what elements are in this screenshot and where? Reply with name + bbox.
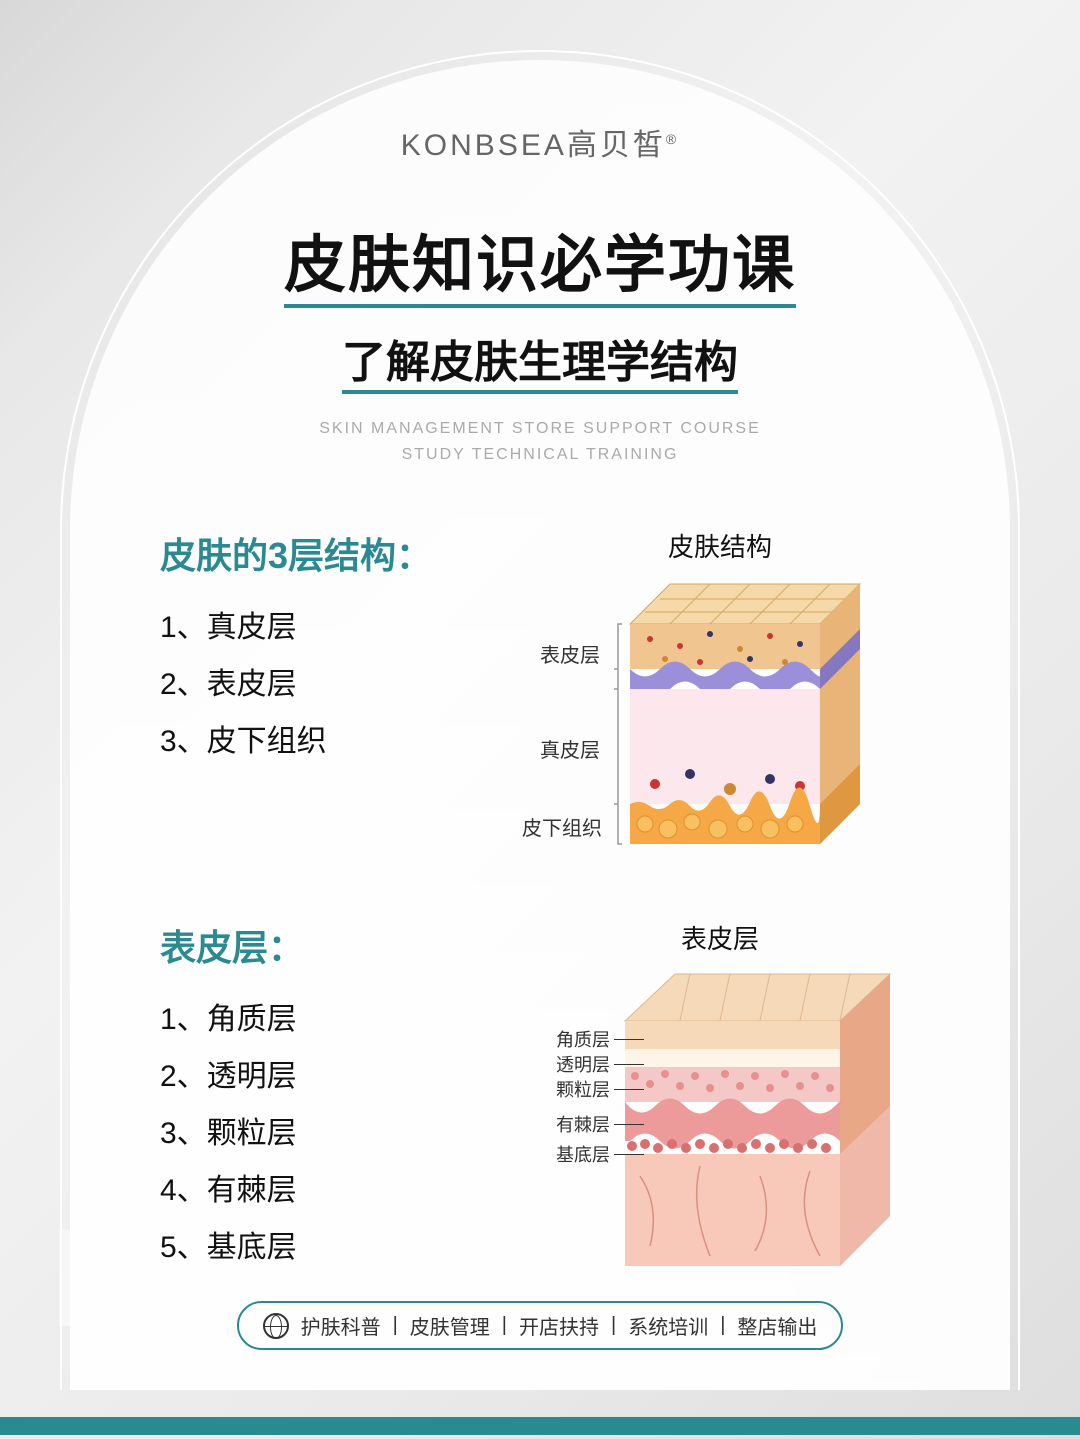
section-epidermis: 表皮层： 1、角质层 2、透明层 3、颗粒层 4、有棘层 5、基底层 表皮层 <box>70 919 1010 1286</box>
brand-logo: KONBSEA高贝皙® <box>70 120 1010 164</box>
diagram-label: 真皮层 <box>540 734 600 763</box>
skin-structure-diagram: 表皮层 真皮层 皮下组织 <box>610 574 900 864</box>
list-item: 4、有棘层 <box>160 1162 520 1219</box>
diagram-label: 颗粒层 <box>550 1076 610 1102</box>
section1-heading: 皮肤的3层结构： <box>160 527 520 579</box>
section-skin-layers: 皮肤的3层结构： 1、真皮层 2、表皮层 3、皮下组织 皮肤结构 <box>70 527 1010 864</box>
list-item: 2、表皮层 <box>160 656 520 713</box>
diagram1-title: 皮肤结构 <box>520 527 920 564</box>
footer-item: 整店输出 <box>737 1311 817 1340</box>
list-item: 3、皮下组织 <box>160 713 520 770</box>
diagram-label: 皮下组织 <box>522 812 602 841</box>
diagram-label: 透明层 <box>550 1051 610 1077</box>
section2-heading: 表皮层： <box>160 919 520 971</box>
subtitle: 了解皮肤生理学结构 <box>342 326 738 394</box>
list-item: 2、透明层 <box>160 1048 520 1105</box>
diagram2-title: 表皮层 <box>520 919 920 956</box>
content-panel: KONBSEA高贝皙® 皮肤知识必学功课 了解皮肤生理学结构 SKIN MANA… <box>70 60 1010 1390</box>
list-item: 1、角质层 <box>160 991 520 1048</box>
main-title: 皮肤知识必学功课 <box>284 214 796 308</box>
diagram-label: 基底层 <box>550 1141 610 1167</box>
list-item: 1、真皮层 <box>160 599 520 656</box>
globe-icon <box>263 1313 289 1339</box>
footer-item: 皮肤管理 <box>410 1311 490 1340</box>
epidermis-diagram: 角质层 透明层 颗粒层 有棘层 基底层 <box>580 966 910 1286</box>
list-item: 3、颗粒层 <box>160 1105 520 1162</box>
diagram-label: 角质层 <box>550 1026 610 1052</box>
list-item: 5、基底层 <box>160 1219 520 1276</box>
footer-pill: 护肤科普| 皮肤管理| 开店扶持| 系统培训| 整店输出 <box>70 1301 1010 1350</box>
english-caption: SKIN MANAGEMENT STORE SUPPORT COURSESTUD… <box>70 416 1010 467</box>
footer-item: 护肤科普 <box>301 1311 381 1340</box>
footer-item: 系统培训 <box>628 1311 708 1340</box>
footer-item: 开店扶持 <box>519 1311 599 1340</box>
bottom-bar <box>0 1417 1080 1435</box>
diagram-label: 表皮层 <box>540 639 600 668</box>
diagram-label: 有棘层 <box>550 1111 610 1137</box>
